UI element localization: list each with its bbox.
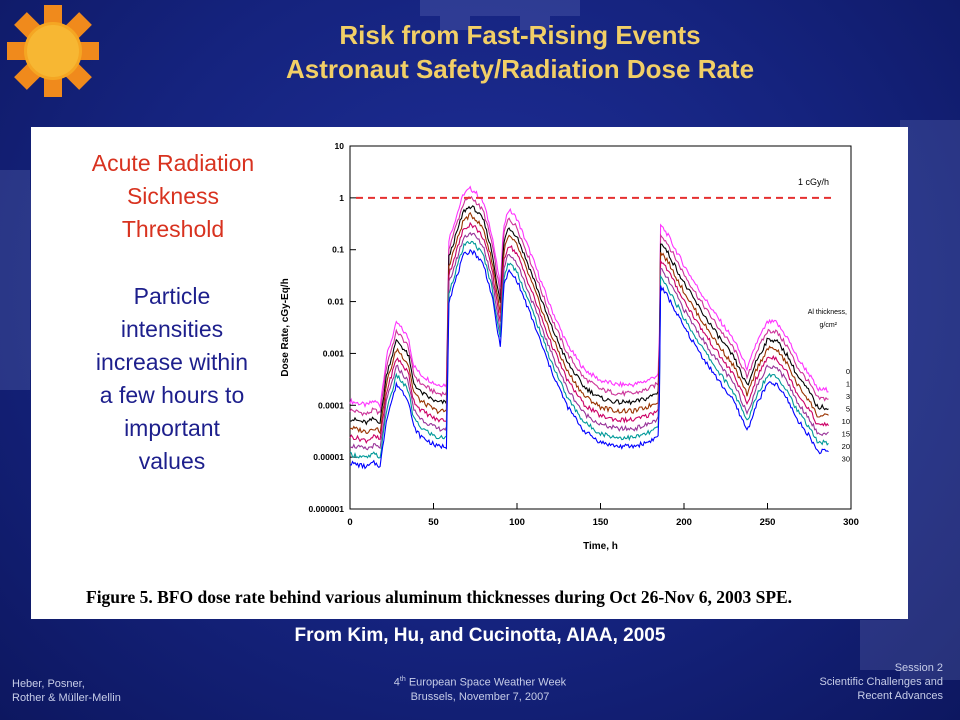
footer-session-line: Session 2 bbox=[894, 662, 943, 674]
footer-authors-line: Heber, Posner, bbox=[12, 678, 85, 690]
footer-authors-line: Rother & Müller-Mellin bbox=[12, 692, 121, 704]
description-line: important bbox=[124, 415, 220, 441]
footer-session-line: Scientific Challenges and bbox=[819, 676, 943, 688]
footer-session-line: Recent Advances bbox=[857, 690, 943, 702]
sun-gear-logo-icon bbox=[7, 5, 99, 97]
description-line: intensities bbox=[120, 316, 224, 342]
footer-event-name: European Space Weather Week bbox=[408, 676, 567, 689]
footer-event: 4th European Space Weather Week Brussels… bbox=[0, 673, 960, 704]
footer-authors: Heber, Posner, Rother & Müller-Mellin bbox=[12, 677, 121, 705]
slide-title: Risk from Fast-Rising Events Astronaut S… bbox=[120, 18, 920, 86]
threshold-label: Acute Radiation Sickness Threshold bbox=[73, 147, 273, 246]
description-line: Particle bbox=[133, 283, 211, 309]
footer-event-line-1: 4th European Space Weather Week bbox=[0, 673, 960, 690]
title-line-2: Astronaut Safety/Radiation Dose Rate bbox=[285, 54, 755, 84]
threshold-label-line: Threshold bbox=[121, 216, 225, 242]
threshold-label-line: Acute Radiation bbox=[91, 150, 255, 176]
source-citation: From Kim, Hu, and Cucinotta, AIAA, 2005 bbox=[294, 625, 666, 646]
title-line-1: Risk from Fast-Rising Events bbox=[339, 20, 701, 50]
footer-event-ordinal-suffix: th bbox=[399, 676, 406, 683]
description-line: values bbox=[138, 448, 206, 474]
description-line: a few hours to bbox=[99, 382, 245, 408]
footer-session: Session 2 Scientific Challenges and Rece… bbox=[819, 661, 943, 703]
figure-caption: Figure 5. BFO dose rate behind various a… bbox=[86, 587, 793, 607]
description-text: Particle intensities increase within a f… bbox=[64, 280, 280, 478]
threshold-label-line: Sickness bbox=[126, 183, 220, 209]
description-line: increase within bbox=[95, 349, 249, 375]
footer-event-line-2: Brussels, November 7, 2007 bbox=[410, 690, 550, 703]
background-gear-icon bbox=[420, 0, 580, 30]
footer-event-ordinal: 4 bbox=[393, 676, 400, 689]
